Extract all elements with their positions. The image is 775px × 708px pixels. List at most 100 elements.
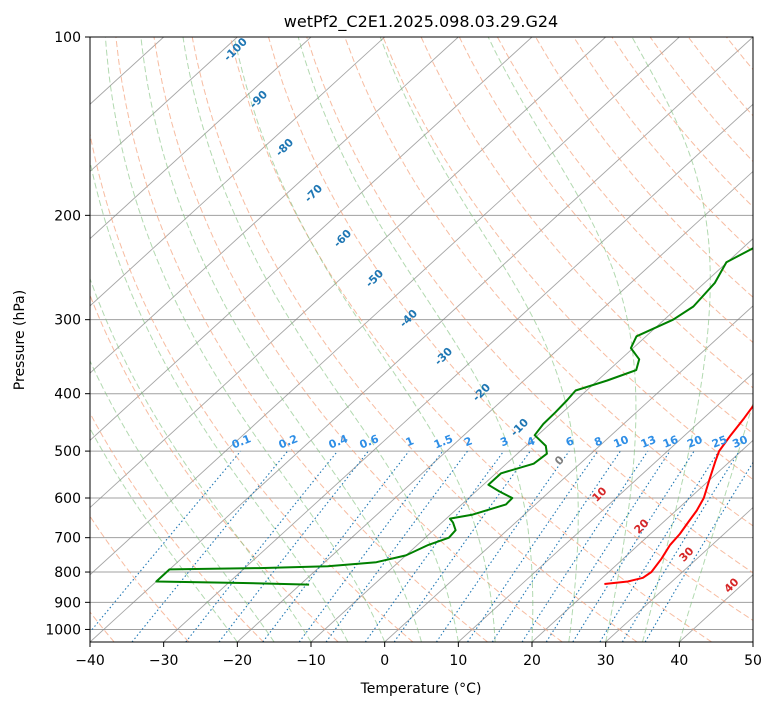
isotherm-line <box>752 641 753 642</box>
dry-adiabat-line <box>115 37 488 642</box>
adiabat-label: 20 <box>632 516 652 536</box>
mixing-ratio-label: 1 <box>404 434 416 449</box>
mixing-ratio-label: 0.6 <box>358 432 381 451</box>
dry-adiabat-line <box>726 37 753 71</box>
y-axis-label: Pressure (hPa) <box>12 290 28 390</box>
mixing-ratio-line <box>545 450 671 642</box>
x-tick-label: 20 <box>523 653 541 669</box>
moist-adiabat-line <box>104 37 386 642</box>
plot-frame <box>89 36 754 643</box>
isotherm-line <box>90 37 385 307</box>
chart-title: wetPf2_C2E1.2025.098.03.29.G24 <box>284 12 558 32</box>
moist-adiabat-line <box>678 401 753 642</box>
mixing-ratio-label: 3 <box>498 434 510 449</box>
dry-adiabat-line <box>458 37 753 389</box>
isotherm-line <box>163 103 753 642</box>
isotherm-line <box>90 37 606 509</box>
adiabat-label: 40 <box>722 575 742 595</box>
x-tick-label: −10 <box>296 653 326 669</box>
x-tick-label: −30 <box>149 653 179 669</box>
dry-adiabat-line <box>268 37 753 622</box>
adiabat-label: -60 <box>331 227 354 250</box>
x-tick-label: −20 <box>223 653 253 669</box>
mixing-ratio-label: 30 <box>730 433 749 451</box>
dry-adiabat-line <box>229 37 712 642</box>
moist-adiabat-line <box>90 427 238 642</box>
isotherm-line <box>531 439 753 642</box>
isotherm-line <box>90 37 753 642</box>
moist-adiabat-line <box>90 158 349 642</box>
mixing-ratio-label: 13 <box>639 433 658 451</box>
x-axis-ticks: −40 −30 −20 −10 0 10 20 30 40 50 <box>75 642 762 669</box>
y-tick-label: 600 <box>54 491 81 507</box>
adiabat-label: -30 <box>432 345 455 368</box>
background-lines <box>90 37 753 642</box>
mixing-ratio-line <box>491 450 621 642</box>
isotherm-line <box>90 37 238 173</box>
adiabat-label: -80 <box>273 136 296 159</box>
moist-adiabat-line <box>297 37 534 642</box>
x-tick-label: −40 <box>75 653 105 669</box>
sounding-line-0 <box>604 404 753 585</box>
mixing-ratio-label: 10 <box>612 433 631 451</box>
x-tick-label: 40 <box>670 653 688 669</box>
mixing-ratio-label: 6 <box>564 434 576 449</box>
mixing-ratio-line <box>572 450 695 642</box>
isotherm-line <box>605 506 753 642</box>
dry-adiabat-line <box>649 37 753 163</box>
dry-adiabat-line <box>191 37 638 642</box>
mixing-ratio-label: 8 <box>592 434 604 449</box>
mixing-ratio-line <box>185 450 339 642</box>
moist-adiabat-line <box>233 37 496 642</box>
dry-adiabat-line <box>153 37 563 642</box>
x-tick-label: 30 <box>597 653 615 669</box>
adiabat-label: -40 <box>397 307 420 330</box>
mixing-ratio-label: 1.5 <box>432 432 455 451</box>
x-tick-label: 50 <box>744 653 762 669</box>
y-tick-label: 300 <box>54 313 81 329</box>
mixing-ratio-label: 16 <box>661 433 680 451</box>
dry-adiabat-line <box>90 515 190 642</box>
adiabat-label: -90 <box>247 88 270 111</box>
y-tick-label: 400 <box>54 387 81 403</box>
moist-adiabat-line <box>182 37 459 642</box>
mixing-ratio-line <box>521 450 649 642</box>
mixing-ratio-line <box>218 450 369 642</box>
moist-adiabat-line <box>90 277 312 642</box>
dry-adiabat-line <box>496 37 753 344</box>
sounding-series <box>155 247 753 586</box>
y-tick-label: 700 <box>54 531 81 547</box>
isotherm-line <box>458 372 753 642</box>
isotherm-line <box>90 37 459 374</box>
mixing-ratio-label: 2 <box>462 434 474 449</box>
mixing-ratio-line <box>131 450 289 642</box>
y-tick-label: 900 <box>54 595 81 611</box>
mixing-ratio-line <box>325 450 468 642</box>
y-tick-label: 500 <box>54 444 81 460</box>
mixing-ratio-label: 0.4 <box>327 432 350 451</box>
dry-adiabat-line <box>90 412 264 642</box>
adiabat-label: 0 <box>552 453 567 468</box>
mixing-ratio-label: 0.1 <box>230 432 253 451</box>
moist-adiabat-line <box>90 359 275 642</box>
mixing-ratio-line <box>621 450 740 642</box>
x-tick-label: 10 <box>449 653 467 669</box>
y-axis-ticks: 100 200 300 400 500 600 700 800 900 1000 <box>45 30 90 638</box>
mixing-ratio-line <box>364 450 505 642</box>
mixing-ratio-label: 25 <box>710 433 729 451</box>
dry-adiabat-line <box>687 37 753 117</box>
mixing-ratio-line <box>90 450 242 633</box>
dry-adiabat-line <box>90 293 339 642</box>
mixing-ratio-line <box>435 450 570 642</box>
mixing-ratio-line <box>262 450 410 642</box>
isotherm-line <box>90 37 312 240</box>
dry-adiabat-line <box>306 37 753 574</box>
mixing-ratio-line <box>599 450 720 642</box>
isotherm-line <box>90 37 533 441</box>
x-tick-label: 0 <box>380 653 389 669</box>
isotherm-line <box>237 170 753 642</box>
isotherm-line <box>310 238 753 642</box>
dry-adiabat-line <box>90 131 414 642</box>
y-tick-label: 100 <box>54 30 81 46</box>
x-axis-label: Temperature (°C) <box>360 681 482 697</box>
